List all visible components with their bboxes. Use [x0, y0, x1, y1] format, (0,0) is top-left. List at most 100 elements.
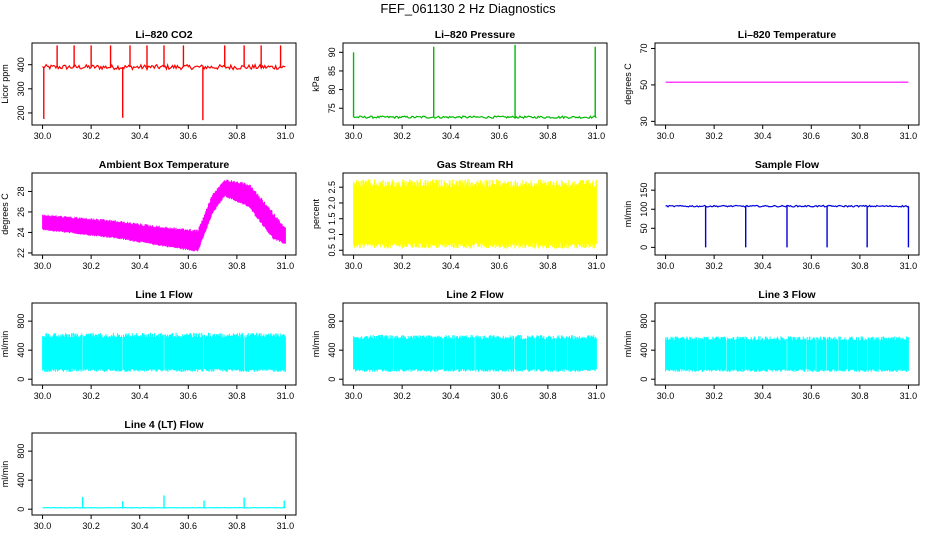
ytick-label-licor_temp-2: 70: [639, 43, 649, 53]
xtick-label-line2-5: 31.0: [588, 391, 606, 401]
xtick-label-line1-1: 30.2: [82, 391, 100, 401]
xtick-label-sample_flow-0: 30.0: [657, 261, 675, 271]
ytick-label-licor_temp-0: 30: [639, 116, 649, 126]
ytick-label-box_temp-0: 22: [16, 248, 26, 258]
panel-box_temp: Ambient Box Temperature degrees C 30.0 30.2…: [0, 159, 297, 271]
xtick-label-line4-0: 30.0: [34, 521, 52, 531]
panel-title-co2: Li–820 CO2: [135, 29, 192, 41]
panel-title-line1: Line 1 Flow: [135, 289, 193, 301]
xtick-label-pressure-4: 30.8: [539, 131, 557, 141]
series-band-rh: [353, 179, 597, 249]
series-co2: [42, 45, 286, 121]
ylabel-line4: ml/min: [0, 461, 10, 488]
xtick-label-box_temp-3: 30.6: [180, 261, 198, 271]
panel-line1: Line 1 Flow ml/min 30.0 30.2 30.4 30.6 30.8 31.…: [0, 289, 297, 401]
xtick-label-pressure-5: 31.0: [588, 131, 606, 141]
series-line-pressure: [353, 115, 597, 120]
xtick-label-co2-2: 30.4: [131, 131, 149, 141]
ytick-label-sample_flow-2: 100: [639, 202, 649, 217]
xtick-label-box_temp-5: 31.0: [277, 261, 295, 271]
xtick-label-line3-5: 31.0: [900, 391, 918, 401]
ytick-label-pressure-3: 90: [327, 47, 337, 57]
ytick-label-line1-1: 400: [16, 343, 26, 358]
panel-licor_temp: Li–820 Temperature degrees C 30.0 30.2 30.4 3…: [623, 29, 920, 141]
ytick-label-pressure-1: 80: [327, 85, 337, 95]
ylabel-rh: percent: [311, 198, 321, 229]
panel-line3: Line 3 Flow ml/min 30.0 30.2 30.4 30.6 30.8 31.…: [623, 289, 920, 401]
ytick-label-box_temp-3: 28: [16, 186, 26, 196]
ytick-label-co2-0: 200: [16, 105, 26, 120]
series-band-line2: [353, 334, 597, 372]
series-band-line1: [42, 332, 286, 372]
series-sample_flow: [665, 204, 910, 248]
panel-line2: Line 2 Flow ml/min 30.0 30.2 30.4 30.6 30.8 31.…: [311, 289, 608, 401]
xtick-label-line2-2: 30.4: [442, 391, 460, 401]
xtick-label-co2-4: 30.8: [228, 131, 246, 141]
ylabel-sample_flow: ml/min: [623, 201, 633, 228]
xtick-label-pressure-2: 30.4: [442, 131, 460, 141]
ytick-label-rh-4: 2.5: [327, 181, 337, 194]
xtick-label-box_temp-4: 30.8: [228, 261, 246, 271]
panel-line4: Line 4 (LT) Flow ml/min 30.0 30.2 30.4 30.6 30…: [0, 419, 297, 531]
plot-frame-line3: [654, 302, 920, 386]
panel-co2: Li–820 CO2 Licor ppm 30.0 30.2 30.4 30.6 30.8 3…: [0, 29, 297, 141]
xtick-label-line2-3: 30.6: [491, 391, 509, 401]
series-line3: [665, 336, 909, 372]
xtick-label-licor_temp-2: 30.4: [754, 131, 772, 141]
series-line-line4: [42, 506, 286, 509]
series-box_temp: [42, 179, 286, 252]
panel-rh: Gas Stream RH percent 30.0 30.2 30.4 30.6 30.8…: [311, 159, 608, 271]
series-band-box_temp: [42, 179, 286, 252]
xtick-label-sample_flow-2: 30.4: [754, 261, 772, 271]
xtick-label-line3-0: 30.0: [657, 391, 675, 401]
series-rh: [353, 179, 597, 249]
ytick-label-line2-1: 400: [327, 343, 337, 358]
panel-title-line4: Line 4 (LT) Flow: [124, 419, 204, 431]
ytick-label-box_temp-2: 26: [16, 207, 26, 217]
figure-title: FEF_061130 2 Hz Diagnostics: [380, 1, 556, 16]
ytick-label-line2-2: 800: [327, 314, 337, 329]
ylabel-licor_temp: degrees C: [623, 63, 633, 105]
xtick-label-line1-5: 31.0: [277, 391, 295, 401]
xtick-label-pressure-1: 30.2: [393, 131, 411, 141]
xtick-label-pressure-0: 30.0: [345, 131, 363, 141]
plot-frame-licor_temp: [654, 42, 920, 126]
xtick-label-sample_flow-3: 30.6: [803, 261, 821, 271]
ytick-label-line1-0: 0: [16, 377, 26, 382]
plot-frame-pressure: [342, 42, 608, 126]
plot-frame-co2: [31, 42, 297, 126]
ytick-label-sample_flow-3: 150: [639, 183, 649, 198]
xtick-label-line3-2: 30.4: [754, 391, 772, 401]
xtick-label-pressure-3: 30.6: [491, 131, 509, 141]
xtick-label-line1-4: 30.8: [228, 391, 246, 401]
ylabel-pressure: kPa: [311, 76, 321, 92]
xtick-label-box_temp-1: 30.2: [82, 261, 100, 271]
panel-title-rh: Gas Stream RH: [437, 159, 513, 171]
xtick-label-line4-3: 30.6: [180, 521, 198, 531]
ylabel-co2: Licor ppm: [0, 64, 10, 104]
xtick-label-line3-3: 30.6: [803, 391, 821, 401]
xtick-label-co2-5: 31.0: [277, 131, 295, 141]
xtick-label-line2-1: 30.2: [393, 391, 411, 401]
ytick-label-box_temp-1: 24: [16, 227, 26, 237]
xtick-label-box_temp-2: 30.4: [131, 261, 149, 271]
xtick-label-co2-3: 30.6: [180, 131, 198, 141]
series-pressure: [352, 44, 597, 120]
xtick-label-line2-4: 30.8: [539, 391, 557, 401]
xtick-label-co2-0: 30.0: [34, 131, 52, 141]
xtick-label-line3-4: 30.8: [851, 391, 869, 401]
plot-frame-box_temp: [31, 172, 297, 256]
panel-title-pressure: Li–820 Pressure: [435, 29, 516, 41]
xtick-label-sample_flow-5: 31.0: [900, 261, 918, 271]
xtick-label-licor_temp-1: 30.2: [705, 131, 723, 141]
ytick-label-sample_flow-0: 0: [639, 245, 649, 250]
xtick-label-rh-5: 31.0: [588, 261, 606, 271]
ylabel-box_temp: degrees C: [0, 193, 10, 235]
ytick-label-rh-2: 1.5: [327, 212, 337, 225]
ytick-label-line2-0: 0: [327, 377, 337, 382]
xtick-label-line3-1: 30.2: [705, 391, 723, 401]
ytick-label-co2-2: 400: [16, 57, 26, 72]
xtick-label-rh-3: 30.6: [491, 261, 509, 271]
